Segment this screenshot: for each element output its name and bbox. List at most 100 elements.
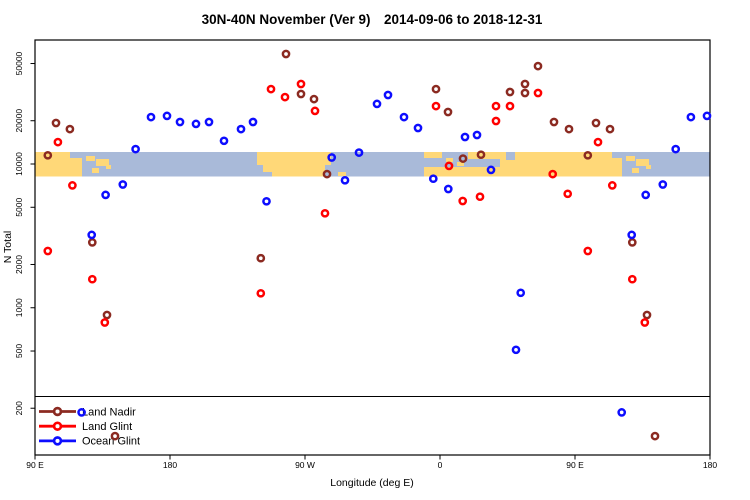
data-point (87, 230, 97, 240)
map-band-land-patch (263, 165, 325, 172)
legend-label: Land Glint (82, 421, 132, 433)
map-band-land-patch (457, 162, 464, 166)
data-point (548, 169, 558, 179)
x-tick-label: 0 (438, 460, 443, 470)
data-point (505, 101, 515, 111)
data-point (296, 89, 306, 99)
data-point (280, 92, 290, 102)
data-point (266, 84, 276, 94)
data-point (340, 175, 350, 185)
map-band (35, 152, 710, 177)
data-point (100, 318, 110, 327)
map-band-land-patch (424, 152, 442, 158)
legend-marker (52, 421, 63, 431)
data-point (296, 79, 306, 89)
axes: 90 E 180 90 W 0 90 E 180 200 500 1000 2000 5000 100… (14, 39, 717, 470)
map-band-land-patch (106, 165, 111, 169)
y-tick-label: 5000 (14, 198, 24, 217)
map-band-land-patch (70, 158, 82, 177)
x-tick-label: 90 E (26, 460, 44, 470)
data-point (605, 124, 615, 134)
data-point (516, 288, 526, 298)
data-point (549, 117, 559, 127)
data-point (428, 174, 438, 184)
data-point (281, 49, 291, 59)
data-point (354, 148, 364, 157)
data-point (505, 87, 515, 97)
data-point (476, 150, 486, 160)
legend: Land Nadir Land Glint Ocean Glint (39, 406, 140, 448)
y-axis-label: N Total (2, 231, 14, 264)
map-band-land-patch (86, 156, 95, 161)
data-point (486, 165, 496, 175)
chart-title: 30N-40N November (Ver 9) 2014-09-06 to 2… (202, 12, 543, 27)
data-point (443, 184, 453, 194)
data-point (131, 144, 140, 154)
data-point (43, 246, 53, 256)
data-point (564, 124, 574, 134)
data-point (320, 208, 330, 218)
data-point (593, 137, 603, 147)
series-ocean-glint (77, 90, 712, 417)
data-point (118, 180, 128, 189)
data-point (444, 161, 454, 171)
data-point (87, 274, 97, 284)
data-point (702, 111, 712, 121)
map-band-land-patch (636, 159, 649, 166)
data-point (658, 180, 668, 189)
legend-item: Land Glint (39, 421, 132, 433)
x-tick-label: 180 (703, 460, 717, 470)
map-band-land-patch (610, 158, 622, 177)
data-point (204, 117, 214, 127)
x-tick-label: 90 W (295, 460, 315, 470)
x-tick-label: 90 E (566, 460, 584, 470)
data-point (77, 408, 86, 417)
data-point (146, 112, 156, 122)
data-point (309, 94, 319, 104)
data-point (68, 181, 77, 190)
data-point (491, 116, 501, 126)
data-point (431, 101, 441, 111)
map-band-land-patch (257, 152, 331, 165)
y-tick-label: 1000 (14, 298, 24, 317)
map-band-land-patch (338, 172, 346, 176)
data-point (686, 112, 696, 122)
map-band-sea-patch (506, 152, 515, 160)
y-tick-label: 500 (14, 344, 24, 358)
data-point (641, 190, 651, 200)
series-land-nadir (43, 49, 660, 441)
data-point (472, 130, 482, 140)
data-point (256, 253, 266, 263)
data-point (491, 101, 501, 111)
map-band-land-patch (272, 170, 324, 177)
data-point (617, 408, 627, 417)
x-axis-label: Longitude (deg E) (330, 477, 413, 489)
map-band-land-patch (96, 159, 109, 166)
data-point (583, 246, 593, 256)
legend-marker (52, 406, 63, 417)
data-point (642, 310, 652, 320)
map-band-land-patch (446, 158, 453, 162)
legend-item: Land Nadir (39, 406, 136, 418)
data-point (583, 150, 593, 160)
data-point (262, 196, 271, 206)
data-point (607, 181, 617, 190)
data-point (627, 238, 637, 247)
data-point (650, 431, 660, 441)
data-point (431, 84, 441, 94)
y-tick-label: 2000 (14, 255, 24, 274)
legend-label: Ocean Glint (82, 436, 140, 448)
data-point (443, 107, 453, 117)
data-point (520, 88, 530, 98)
data-point (327, 153, 337, 162)
data-point (563, 189, 573, 199)
data-point (460, 132, 470, 142)
data-point (475, 192, 485, 202)
data-point (591, 118, 601, 128)
legend-item: Ocean Glint (39, 436, 140, 448)
data-point (413, 123, 423, 133)
data-point (219, 136, 229, 146)
data-point (236, 124, 246, 134)
